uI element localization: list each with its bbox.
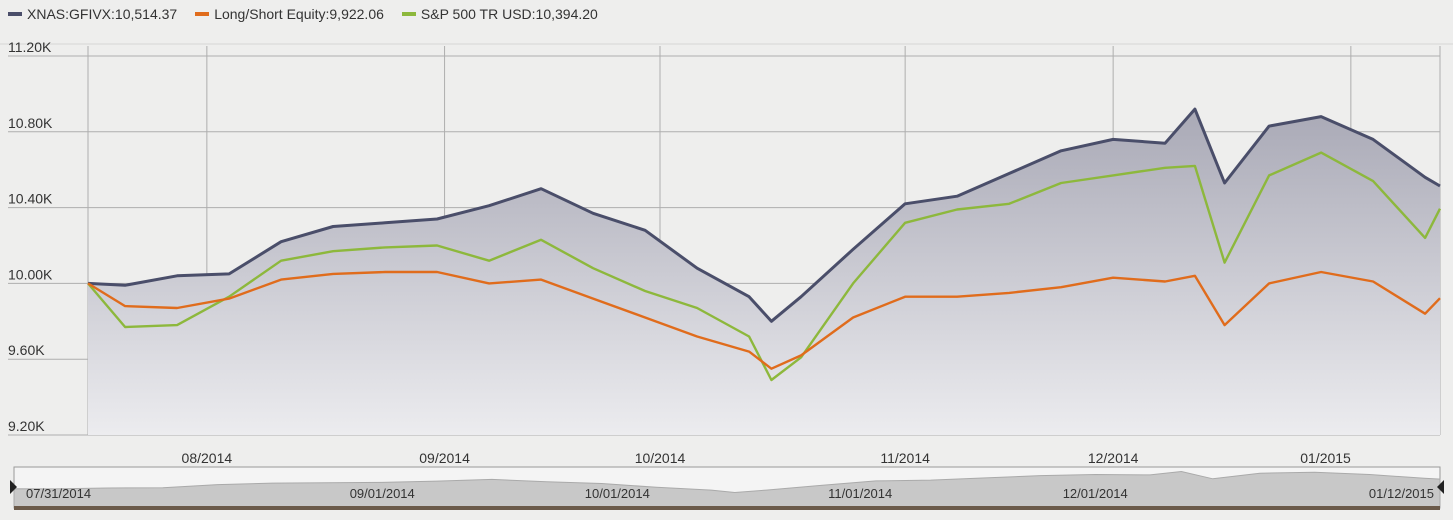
legend-item-gfivx[interactable]: XNAS:GFIVX:10,514.37 [8, 6, 177, 22]
navigator-date-label: 09/01/2014 [350, 486, 415, 501]
legend-label-sp500: S&P 500 TR USD:10,394.20 [420, 6, 598, 22]
x-tick-label: 08/2014 [182, 450, 233, 466]
legend-swatch-sp500 [401, 12, 416, 16]
navigator-date-label: 10/01/2014 [585, 486, 650, 501]
navigator-date-label: 11/01/2014 [828, 486, 892, 501]
navigator-left-handle-icon[interactable] [10, 480, 17, 494]
x-tick-label: 01/2015 [1300, 450, 1351, 466]
navigator-date-label: 01/12/2015 [1369, 486, 1434, 501]
range-navigator[interactable]: 07/31/2014 09/01/2014 10/01/2014 11/01/2014… [10, 466, 1444, 510]
y-tick-label: 9.20K [8, 418, 45, 434]
series-line-1 [87, 270, 1441, 370]
series-line-0 [87, 107, 1441, 323]
x-tick-label: 10/2014 [635, 450, 686, 466]
legend-label-long-short-equity: Long/Short Equity:9,922.06 [214, 6, 384, 22]
x-tick-label: 09/2014 [419, 450, 470, 466]
series-area-0 [88, 109, 1440, 435]
y-axis: 9.20K 9.60K 10.00K 10.40K 10.80K 11.20K [8, 39, 53, 434]
legend-swatch-gfivx [8, 12, 22, 16]
legend-swatch-long-short-equity [195, 12, 210, 16]
y-tick-label: 10.80K [8, 115, 53, 131]
navigator-date-label: 07/31/2014 [26, 486, 91, 501]
legend-label-gfivx: XNAS:GFIVX:10,514.37 [27, 6, 178, 22]
legend-item-long-short-equity[interactable]: Long/Short Equity:9,922.06 [195, 6, 384, 22]
legend-item-sp500[interactable]: S&P 500 TR USD:10,394.20 [401, 6, 598, 22]
series-line-2 [87, 151, 1442, 382]
y-tick-label: 11.20K [8, 39, 52, 55]
navigator-right-handle-icon[interactable] [1437, 480, 1444, 494]
x-tick-label: 12/2014 [1088, 450, 1139, 466]
area-fill-layer [88, 109, 1440, 435]
navigator-scrollbar [14, 506, 1440, 510]
y-tick-label: 10.00K [8, 266, 53, 282]
chart-legend: XNAS:GFIVX:10,514.37 Long/Short Equity:9… [8, 4, 616, 24]
x-tick-label: 11/2014 [880, 450, 930, 466]
y-tick-label: 10.40K [8, 191, 53, 207]
y-tick-label: 9.60K [8, 342, 45, 358]
series-lines [87, 107, 1442, 382]
navigator-area [13, 470, 1441, 509]
x-axis: 08/2014 09/2014 10/2014 11/2014 12/2014 01/20… [182, 450, 1352, 466]
navigator-date-label: 12/01/2014 [1063, 486, 1128, 501]
